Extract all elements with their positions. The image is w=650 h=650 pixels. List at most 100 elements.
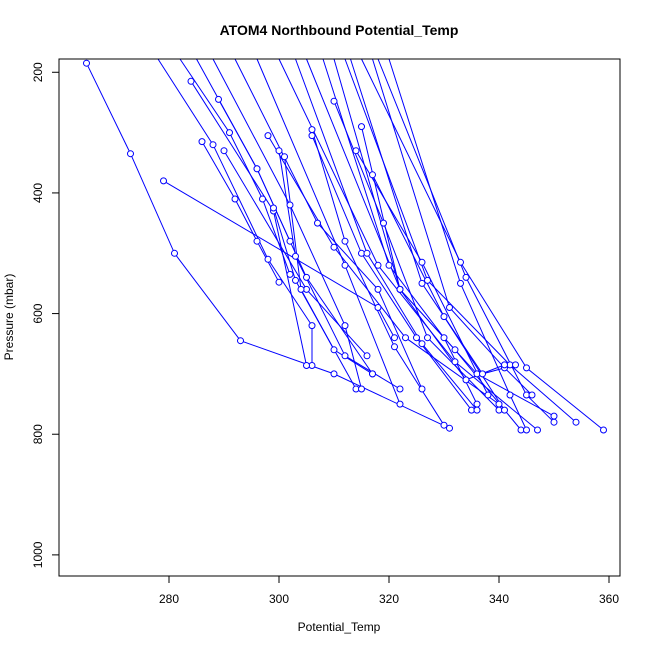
data-point: [396, 285, 404, 293]
data-point: [446, 304, 453, 311]
profile-line-12: [267, 135, 500, 405]
data-point: [457, 279, 464, 287]
data-point: [352, 147, 360, 155]
profile-line-6: [190, 81, 307, 366]
profile-line-2: [163, 180, 395, 338]
data-point: [220, 147, 228, 155]
y-tick-label: 400: [31, 183, 45, 203]
data-point: [413, 334, 420, 342]
data-point: [330, 243, 338, 251]
data-point: [264, 255, 272, 263]
data-point: [127, 150, 134, 158]
data-point: [369, 171, 376, 179]
x-tick-label: 320: [379, 592, 399, 606]
data-point: [512, 361, 519, 369]
data-point: [440, 421, 448, 429]
data-point: [506, 391, 514, 399]
data-points: [83, 59, 607, 434]
data-point: [451, 358, 459, 366]
profile-line-27: [322, 58, 478, 405]
data-point: [259, 195, 266, 203]
data-point: [292, 252, 299, 260]
profile-line-10: [284, 156, 373, 375]
data-point: [424, 334, 431, 342]
profile-line-13: [311, 135, 472, 411]
data-point: [231, 195, 239, 203]
profile-line-19: [306, 58, 555, 417]
data-point: [275, 278, 283, 286]
data-point: [303, 273, 310, 281]
profile-line-22: [377, 58, 555, 423]
y-tick-label: 1000: [31, 541, 45, 568]
profile-line-24: [372, 58, 533, 396]
x-tick-label: 280: [159, 592, 179, 606]
y-tick-label: 600: [31, 303, 45, 323]
data-point: [374, 304, 382, 311]
data-point: [396, 385, 404, 393]
profile-lines: [86, 58, 604, 431]
data-point: [363, 249, 371, 257]
data-point: [281, 153, 288, 161]
data-point: [418, 258, 426, 266]
data-point: [253, 165, 261, 173]
profile-line-21: [361, 58, 604, 431]
profile-line-30: [234, 58, 423, 390]
data-point: [270, 204, 277, 212]
x-tick-label: 300: [269, 592, 289, 606]
data-point: [341, 261, 349, 269]
data-point: [330, 97, 338, 105]
data-point: [358, 123, 365, 131]
data-point: [550, 412, 558, 420]
profile-line-28: [295, 58, 478, 411]
data-point: [600, 426, 607, 434]
profile-line-18: [278, 58, 538, 431]
chart-title: ATOM4 Northbound Potential_Temp: [220, 22, 459, 38]
data-point: [451, 346, 459, 354]
data-point: [402, 334, 409, 342]
data-point: [198, 138, 206, 146]
data-point: [528, 391, 536, 399]
data-point: [446, 424, 453, 432]
y-tick-label: 200: [31, 62, 45, 82]
profile-line-31: [212, 58, 362, 390]
data-point: [160, 177, 167, 185]
profile-line-32: [196, 58, 373, 375]
profile-line-33: [179, 58, 291, 275]
data-point: [380, 219, 387, 227]
profile-line-14: [333, 101, 500, 411]
x-tick-label: 340: [489, 592, 509, 606]
data-point: [523, 364, 530, 372]
data-point: [473, 400, 481, 408]
profile-line-25: [350, 58, 516, 375]
data-point: [264, 132, 272, 140]
data-point: [391, 334, 398, 342]
profile-line-23: [388, 58, 527, 431]
data-point: [424, 276, 431, 284]
data-point: [385, 261, 393, 269]
data-point: [363, 352, 371, 360]
data-point: [292, 276, 299, 284]
plot-frame: [58, 58, 621, 577]
data-point: [237, 337, 244, 345]
data-point: [187, 77, 195, 85]
data-point: [330, 370, 338, 378]
data-point: [440, 313, 448, 321]
y-tick-label: 800: [31, 424, 45, 444]
data-point: [308, 132, 316, 140]
data-point: [308, 126, 316, 134]
data-point: [308, 322, 316, 330]
data-point: [462, 376, 470, 384]
data-point: [550, 418, 558, 426]
data-point: [374, 261, 382, 269]
x-axis-label: Potential_Temp: [298, 620, 381, 634]
data-point: [495, 400, 503, 408]
data-point: [83, 59, 90, 67]
data-point: [253, 237, 261, 245]
data-point: [226, 129, 233, 137]
data-point: [572, 418, 580, 426]
profile-line-20: [344, 58, 577, 423]
data-point: [484, 391, 492, 399]
data-point: [369, 370, 376, 378]
data-point: [297, 285, 305, 293]
